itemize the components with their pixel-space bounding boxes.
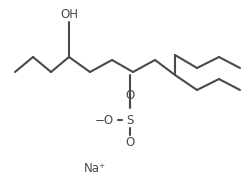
- Text: Na⁺: Na⁺: [84, 162, 106, 174]
- Text: O: O: [125, 89, 135, 102]
- Text: OH: OH: [60, 7, 78, 21]
- Text: O: O: [125, 136, 135, 150]
- Text: −O: −O: [94, 113, 114, 126]
- Text: S: S: [126, 113, 134, 126]
